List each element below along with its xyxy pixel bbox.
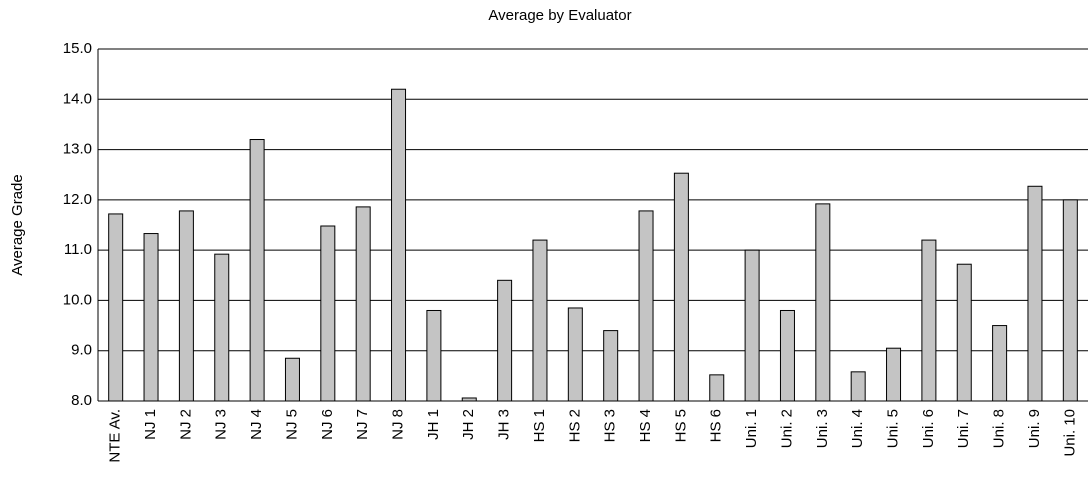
bar [1062, 199, 1078, 402]
bar [779, 309, 795, 402]
bar [320, 225, 336, 402]
x-tick-label: HS 1 [531, 409, 548, 442]
x-tick-label: NTE Av. [107, 409, 124, 463]
x-tick-label: HS 4 [637, 409, 654, 442]
bar [249, 139, 265, 402]
y-tick-label: 14.0 [63, 90, 92, 107]
bar [143, 233, 159, 402]
chart-title: Average by Evaluator [488, 7, 631, 24]
y-tick-label: 15.0 [63, 40, 92, 57]
y-axis-label: Average Grade [9, 174, 26, 275]
x-tick-label: Uni. 10 [1061, 409, 1078, 457]
bar [992, 325, 1008, 402]
x-tick-label: Uni. 3 [814, 409, 831, 448]
y-tick-label: 8.0 [71, 392, 92, 409]
bar [956, 263, 972, 402]
bar [178, 210, 194, 402]
bar [284, 357, 300, 402]
x-tick-label: HS 6 [708, 409, 725, 442]
y-tick-label: 9.0 [71, 342, 92, 359]
bar [638, 210, 654, 402]
x-tick-label: HS 5 [672, 409, 689, 442]
x-tick-label: Uni. 4 [849, 409, 866, 448]
x-tick-label: JH 3 [496, 409, 513, 440]
x-tick-label: NJ 4 [248, 409, 265, 440]
bar [355, 206, 371, 402]
x-tick-label: HS 3 [602, 409, 619, 442]
x-tick-label: NJ 6 [319, 409, 336, 440]
bar [744, 249, 760, 402]
y-tick-label: 12.0 [63, 191, 92, 208]
x-tick-label: Uni. 5 [885, 409, 902, 448]
x-tick-label: Uni. 6 [920, 409, 937, 448]
x-tick-label: NJ 2 [177, 409, 194, 440]
x-tick-label: JH 1 [425, 409, 442, 440]
y-tick-label: 13.0 [63, 141, 92, 158]
y-tick-label: 10.0 [63, 291, 92, 308]
x-tick-label: NJ 8 [390, 409, 407, 440]
x-tick-label: Uni. 7 [955, 409, 972, 448]
bar [108, 213, 124, 402]
x-tick-label: HS 2 [566, 409, 583, 442]
x-tick-label: Uni. 9 [1026, 409, 1043, 448]
bar [497, 279, 513, 402]
bar [921, 239, 937, 402]
bar [214, 253, 230, 402]
bar [673, 172, 689, 402]
bar [603, 330, 619, 402]
bar [1027, 185, 1043, 402]
bar [709, 374, 725, 402]
x-tick-label: NJ 1 [142, 409, 159, 440]
bar [532, 239, 548, 402]
bar [815, 203, 831, 402]
x-tick-label: JH 2 [460, 409, 477, 440]
bar [567, 307, 583, 402]
bar [461, 397, 477, 402]
bar [426, 309, 442, 402]
x-tick-label: Uni. 1 [743, 409, 760, 448]
x-tick-label: NJ 7 [354, 409, 371, 440]
bar [850, 371, 866, 402]
x-tick-label: NJ 3 [213, 409, 230, 440]
bar [886, 347, 902, 402]
bar [391, 88, 407, 402]
x-tick-label: NJ 5 [283, 409, 300, 440]
y-tick-label: 11.0 [64, 241, 92, 258]
x-tick-label: Uni. 8 [991, 409, 1008, 448]
x-tick-label: Uni. 2 [778, 409, 795, 448]
